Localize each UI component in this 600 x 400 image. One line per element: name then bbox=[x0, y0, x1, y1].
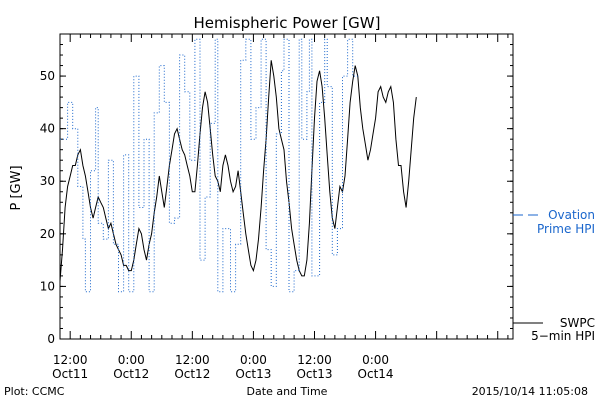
y-tick-label: 0 bbox=[47, 332, 55, 346]
plot-frame bbox=[59, 33, 514, 340]
x-tick-label-time: 12:00 bbox=[175, 353, 210, 367]
legend-label-swpc-line1: SWPC bbox=[560, 316, 595, 330]
y-tick-label: 10 bbox=[40, 279, 55, 293]
legend-label-swpc-line2: 5−min HPI bbox=[531, 329, 595, 343]
series-line-swpc bbox=[59, 60, 417, 282]
chart-title: Hemispheric Power [GW] bbox=[194, 14, 381, 32]
y-tick-label: 40 bbox=[40, 122, 55, 136]
x-tick-label-date: Oct11 bbox=[52, 367, 88, 381]
y-tick-label: 30 bbox=[40, 174, 55, 188]
x-tick-label-date: Oct13 bbox=[235, 367, 271, 381]
x-tick-label-time: 0:00 bbox=[240, 353, 267, 367]
legend: Ovation Prime HPI SWPC 5−min HPI bbox=[513, 208, 595, 343]
x-axis-label: Date and Time bbox=[247, 385, 328, 398]
y-tick-label: 20 bbox=[40, 227, 55, 241]
footer-plot-credit: Plot: CCMC bbox=[4, 385, 65, 398]
legend-label-ovation-line1: Ovation bbox=[548, 208, 595, 222]
series-layer bbox=[59, 38, 417, 293]
x-axis-ticks: 12:00Oct110:00Oct1212:00Oct120:00Oct1312… bbox=[52, 34, 509, 381]
legend-label-ovation-line2: Prime HPI bbox=[537, 222, 595, 236]
x-tick-label-date: Oct12 bbox=[174, 367, 210, 381]
x-tick-label-time: 12:00 bbox=[297, 353, 332, 367]
x-tick-label-time: 12:00 bbox=[53, 353, 88, 367]
legend-item-ovation: Ovation Prime HPI bbox=[513, 208, 595, 236]
x-tick-label-time: 0:00 bbox=[118, 353, 145, 367]
y-axis-ticks: 0 10 20 30 40 50 bbox=[40, 33, 513, 346]
x-tick-label-date: Oct14 bbox=[358, 367, 394, 381]
plot-border bbox=[59, 33, 514, 340]
footer-timestamp: 2015/10/14 11:05:08 bbox=[472, 385, 588, 398]
series-line-ovation bbox=[60, 38, 358, 293]
y-tick-label: 50 bbox=[40, 69, 55, 83]
x-tick-label-time: 0:00 bbox=[362, 353, 389, 367]
legend-item-swpc: SWPC 5−min HPI bbox=[513, 316, 595, 343]
y-axis-label: P [GW] bbox=[9, 165, 24, 210]
x-tick-label-date: Oct12 bbox=[113, 367, 149, 381]
x-tick-label-date: Oct13 bbox=[296, 367, 332, 381]
